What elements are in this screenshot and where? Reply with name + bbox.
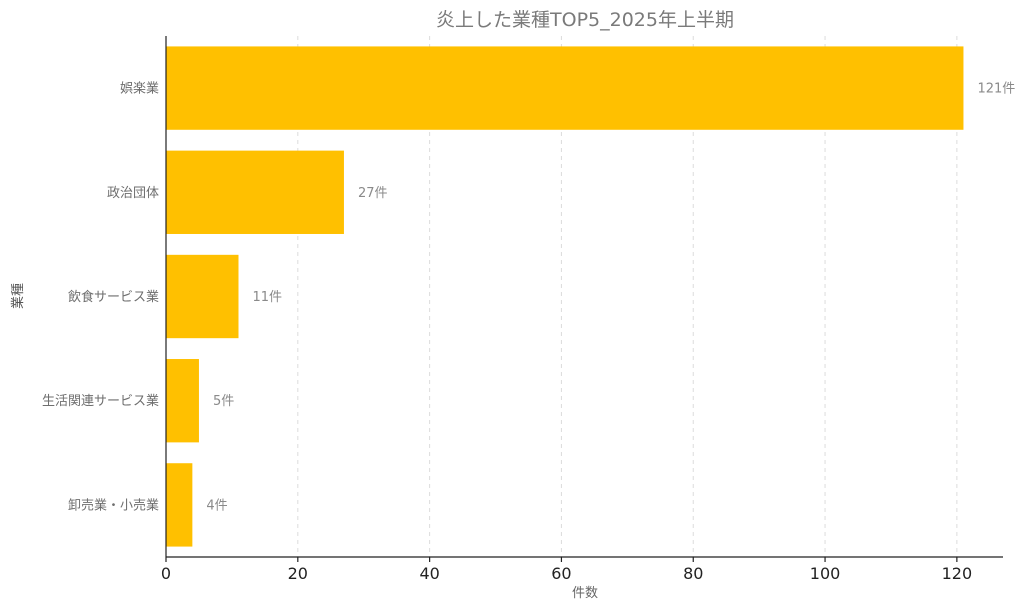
- chart-title: 炎上した業種TOP5_2025年上半期: [436, 9, 734, 31]
- data-label: 11件: [252, 290, 282, 305]
- bar-5: [166, 463, 193, 547]
- data-label: 5件: [213, 394, 234, 409]
- bar-4: [166, 359, 199, 443]
- x-axis-label: 件数: [572, 586, 598, 601]
- category-label: 娯楽業: [120, 81, 159, 97]
- x-tick-label: 100: [810, 564, 841, 583]
- x-tick-label: 20: [288, 564, 308, 583]
- data-label: 4件: [206, 498, 227, 513]
- x-tick-label: 120: [942, 564, 973, 583]
- data-label: 121件: [977, 82, 1015, 97]
- x-ticks: 0 20 40 60 80 100 120: [161, 557, 972, 583]
- bar-2: [166, 150, 344, 234]
- data-label: 27件: [358, 186, 388, 201]
- category-label: 政治団体: [107, 186, 159, 201]
- data-labels: 121件 27件 11件 5件 4件: [206, 82, 1015, 514]
- bar-1: [166, 46, 964, 130]
- x-tick-label: 60: [551, 564, 571, 583]
- category-label: 卸売業・小売業: [68, 497, 159, 513]
- y-axis-label: 業種: [10, 283, 26, 309]
- category-label: 生活関連サービス業: [42, 393, 159, 409]
- category-label: 飲食サービス業: [68, 289, 159, 305]
- bars: [166, 46, 964, 547]
- x-tick-label: 80: [683, 564, 703, 583]
- x-tick-label: 40: [419, 564, 439, 583]
- x-tick-label: 0: [161, 564, 171, 583]
- grid: [297, 36, 958, 557]
- bar-3: [166, 254, 239, 339]
